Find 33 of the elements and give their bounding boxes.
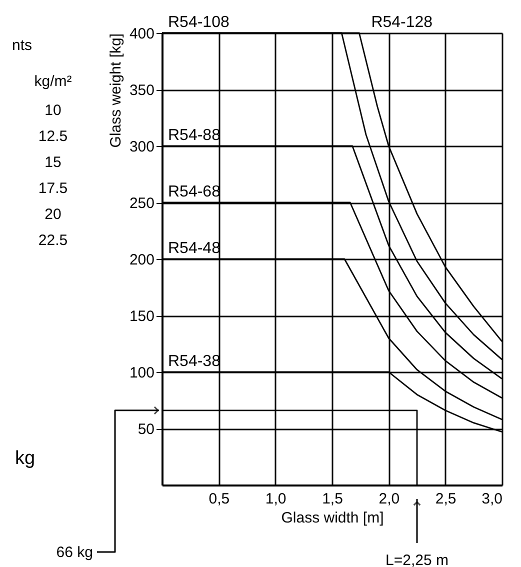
text: 20 [44, 206, 62, 223]
x-tick-label: 2,0 [378, 490, 400, 508]
y-tick-label: 400 [129, 26, 154, 42]
text: 15 [44, 154, 62, 171]
y-tick-label: 250 [129, 195, 154, 212]
series-label: R54-128 [371, 14, 433, 31]
y-tick-label: 100 [129, 364, 154, 382]
x-tick-label: 1,0 [265, 490, 286, 508]
text: 22.5 [38, 232, 68, 249]
y-tick-label: 200 [129, 252, 154, 268]
y-tick-label: 50 [138, 421, 154, 438]
x-tick-label: 0,5 [208, 490, 230, 508]
series-label: R54-68 [168, 184, 221, 200]
text: 12.5 [38, 128, 68, 145]
text: L=2,25 m [386, 552, 448, 567]
text: 17.5 [38, 180, 68, 197]
y-tick-label: 350 [129, 82, 154, 99]
text: 66 kg [56, 544, 93, 561]
text: kg [15, 448, 36, 469]
x-tick-label: 3,0 [482, 490, 502, 508]
y-tick-label: 150 [129, 308, 154, 325]
text: nts [12, 37, 32, 54]
series-label: R54-108 [168, 14, 230, 31]
text: 10 [44, 102, 62, 119]
y-axis-title: Glass weight [kg] [107, 34, 124, 148]
y-tick-label: 300 [129, 138, 154, 156]
series-label: R54-38 [168, 353, 221, 370]
x-axis-title: Glass width [m] [281, 510, 384, 526]
text: kg/m² [34, 73, 72, 90]
x-tick-label: 2,5 [435, 490, 456, 508]
series-label: R54-88 [168, 127, 221, 144]
series-label: R54-48 [168, 240, 221, 257]
x-tick-label: 1,5 [322, 490, 343, 508]
